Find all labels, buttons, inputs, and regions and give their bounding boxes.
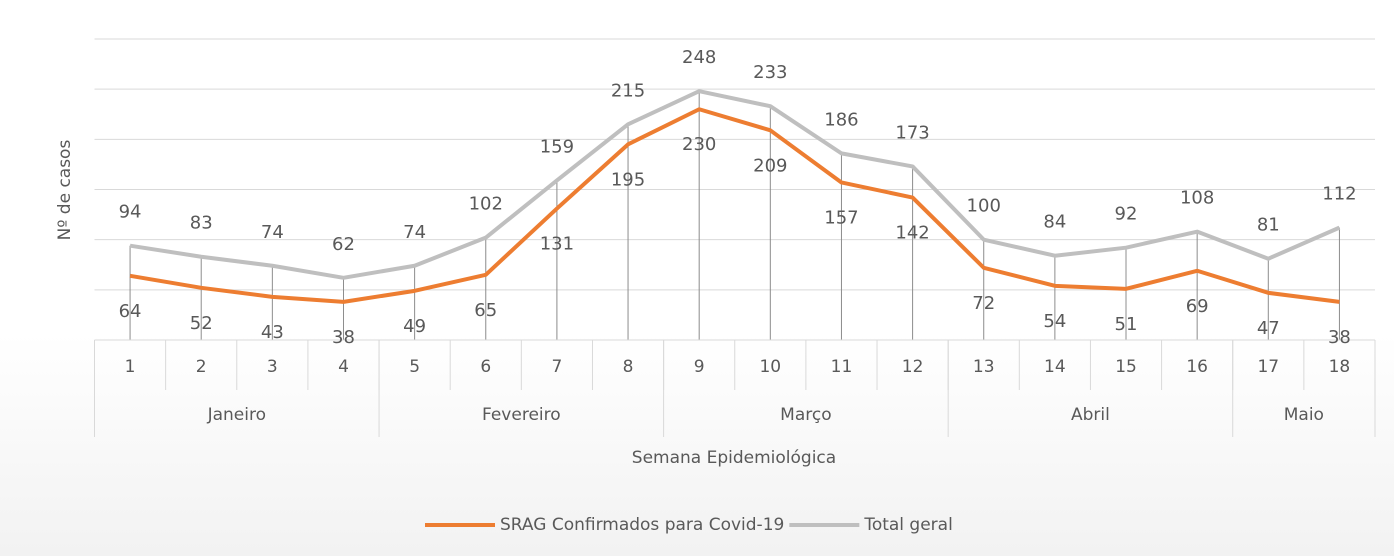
x-tick-label: 6	[480, 357, 491, 377]
data-label: 248	[682, 47, 716, 68]
data-label: 69	[1186, 296, 1209, 317]
data-label: 157	[824, 207, 858, 228]
x-tick-label: 15	[1115, 357, 1137, 377]
data-label: 84	[1043, 212, 1066, 233]
data-label: 94	[119, 202, 142, 223]
data-label: 74	[403, 222, 426, 243]
data-label: 209	[753, 155, 787, 176]
data-label: 215	[611, 80, 645, 101]
data-label: 38	[332, 327, 355, 348]
x-tick-label: 10	[759, 357, 781, 377]
legend-label: SRAG Confirmados para Covid-19	[500, 515, 784, 535]
data-label: 195	[611, 169, 645, 190]
x-tick-label: 2	[196, 357, 207, 377]
x-tick-label: 9	[694, 357, 705, 377]
group-label: Maio	[1284, 405, 1324, 425]
x-tick-label: 4	[338, 357, 349, 377]
data-label: 52	[190, 313, 213, 334]
group-label: Abril	[1071, 405, 1110, 425]
data-label: 230	[682, 134, 716, 155]
data-label: 186	[824, 109, 858, 130]
x-tick-label: 16	[1186, 357, 1208, 377]
x-tick-label: 17	[1257, 357, 1279, 377]
data-label: 43	[261, 322, 284, 343]
x-tick-label: 14	[1044, 357, 1066, 377]
data-label: 159	[540, 136, 574, 157]
data-label: 47	[1257, 318, 1280, 339]
y-axis-label: Nº de casos	[55, 140, 75, 241]
data-label: 173	[895, 122, 929, 143]
group-label: Janeiro	[207, 405, 266, 425]
data-label: 74	[261, 222, 284, 243]
data-label: 62	[332, 234, 355, 255]
data-label: 92	[1115, 204, 1138, 225]
group-label: Fevereiro	[482, 405, 561, 425]
x-tick-label: 18	[1329, 357, 1351, 377]
x-tick-label: 3	[267, 357, 278, 377]
data-label: 112	[1322, 184, 1356, 205]
data-label: 64	[119, 301, 142, 322]
data-label: 51	[1115, 314, 1138, 335]
data-label: 102	[469, 194, 503, 215]
x-tick-label: 5	[409, 357, 420, 377]
series-line	[129, 107, 1340, 304]
data-label: 100	[967, 196, 1001, 217]
data-label: 54	[1043, 311, 1066, 332]
x-tick-label: 7	[551, 357, 562, 377]
data-label: 83	[190, 213, 213, 234]
data-label: 233	[753, 62, 787, 83]
group-label: Março	[780, 405, 831, 425]
x-tick-label: 13	[973, 357, 995, 377]
x-tick-label: 12	[902, 357, 924, 377]
legend-label: Total geral	[863, 515, 953, 535]
data-label: 38	[1328, 327, 1351, 348]
data-label: 65	[474, 300, 497, 321]
x-tick-label: 11	[831, 357, 853, 377]
data-label: 131	[540, 234, 574, 255]
data-label: 72	[972, 293, 995, 314]
data-label: 81	[1257, 215, 1280, 236]
data-label: 142	[895, 223, 929, 244]
data-label: 108	[1180, 188, 1214, 209]
data-label: 49	[403, 316, 426, 337]
x-axis-label: Semana Epidemiológica	[632, 448, 836, 468]
x-tick-label: 1	[125, 357, 136, 377]
series-line	[129, 89, 1341, 280]
x-tick-label: 8	[623, 357, 634, 377]
